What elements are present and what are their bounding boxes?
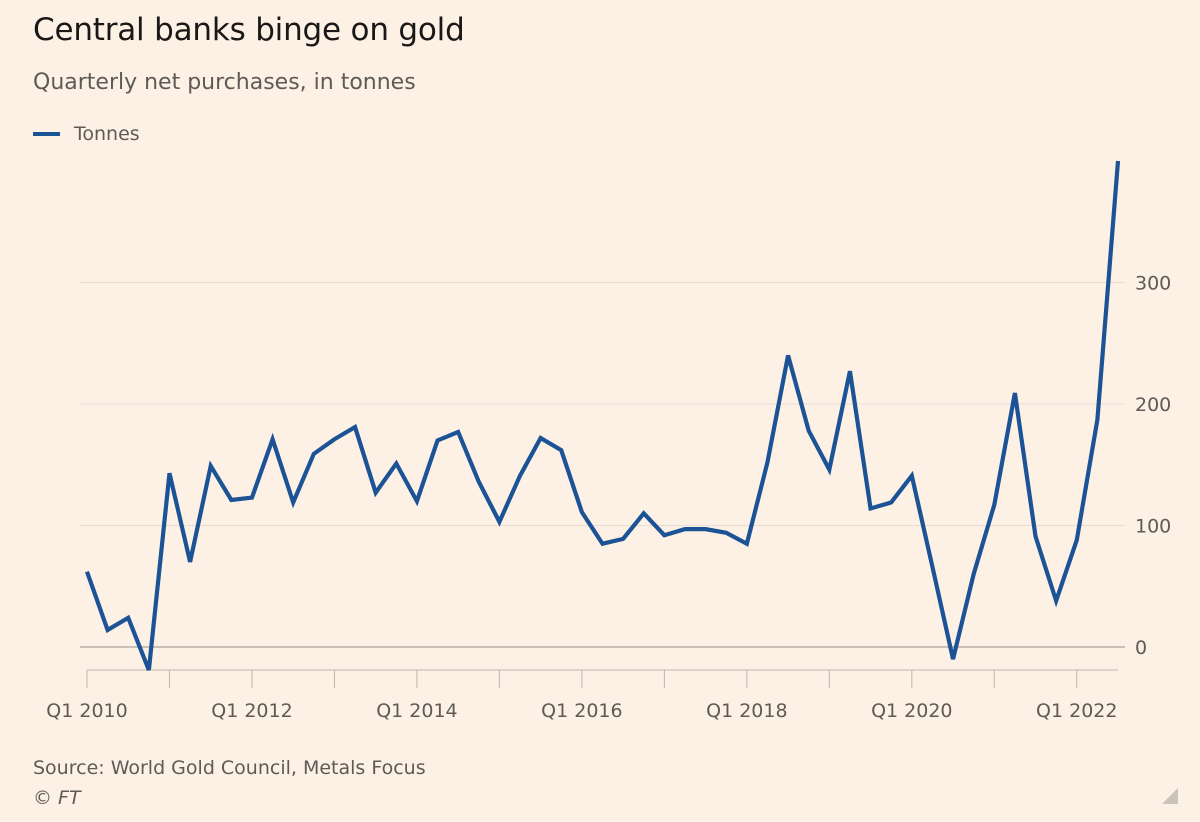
x-tick-label: Q1 2012 bbox=[211, 700, 292, 722]
gridlines bbox=[80, 282, 1125, 526]
legend-swatch bbox=[33, 132, 60, 136]
series-layer bbox=[85, 160, 1121, 671]
x-tick-label: Q1 2014 bbox=[376, 700, 457, 722]
chart-title: Central banks binge on gold bbox=[33, 12, 465, 48]
chart-subtitle: Quarterly net purchases, in tonnes bbox=[33, 70, 416, 95]
y-tick-label: 300 bbox=[1135, 273, 1171, 295]
y-tick-label: 100 bbox=[1135, 516, 1171, 538]
y-tick-label: 0 bbox=[1135, 637, 1147, 659]
x-tick-label: Q1 2016 bbox=[541, 700, 622, 722]
legend: Tonnes bbox=[33, 123, 140, 145]
legend-label: Tonnes bbox=[74, 123, 140, 145]
x-tick-labels: Q1 2010 Q1 2012 Q1 2014 Q1 2016 Q1 2018 Q1 20… bbox=[46, 700, 1117, 722]
x-tick-label: Q1 2010 bbox=[46, 700, 127, 722]
x-tick-label: Q1 2018 bbox=[706, 700, 787, 722]
resize-corner-icon bbox=[1162, 788, 1178, 804]
copyright: © FT bbox=[33, 787, 81, 809]
x-tick-label: Q1 2020 bbox=[871, 700, 952, 722]
series-line-tonnes bbox=[85, 160, 1121, 671]
y-tick-label: 200 bbox=[1135, 394, 1171, 416]
y-axis: 0 100 200 300 bbox=[1135, 273, 1171, 660]
x-tick-label: Q1 2022 bbox=[1036, 700, 1117, 722]
x-axis bbox=[80, 646, 1125, 688]
source-note: Source: World Gold Council, Metals Focus bbox=[33, 757, 426, 779]
